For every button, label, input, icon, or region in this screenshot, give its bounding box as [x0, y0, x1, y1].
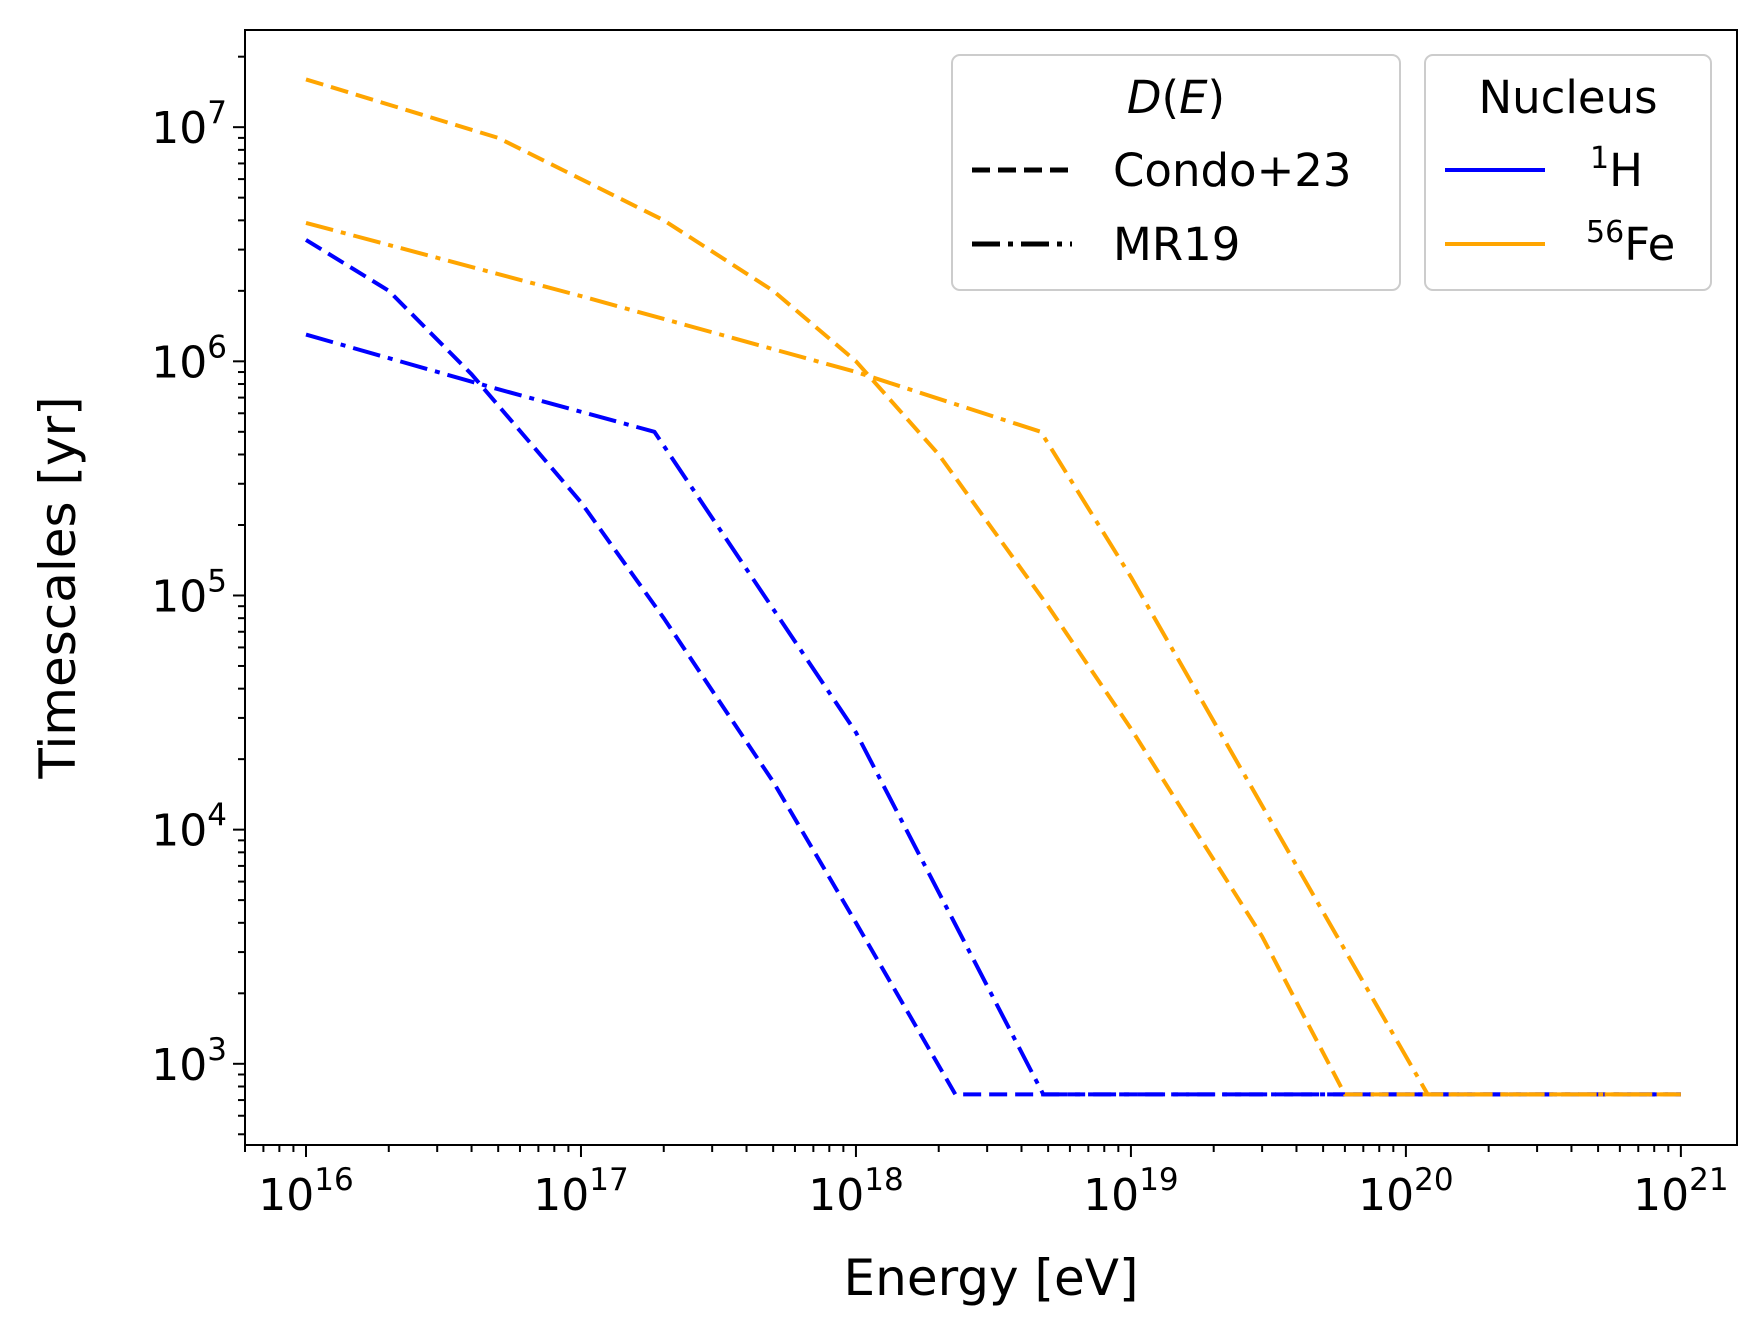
- legend-label-iron: 56Fe: [1586, 215, 1675, 271]
- y-tick-label: 105: [151, 563, 227, 622]
- x-tick-label: 1017: [533, 1162, 628, 1221]
- legend-box: [1424, 54, 1712, 291]
- legend-diffusion-model: D(E) Condo+23 MR19: [951, 54, 1401, 291]
- y-axis-label: Timescales [yr]: [29, 396, 87, 779]
- series-56fe-mr19: [305, 220, 1681, 1097]
- legend-label-hydrogen: 1H: [1590, 141, 1643, 197]
- legend-box: [951, 54, 1401, 291]
- x-tick-label: 1020: [1358, 1162, 1453, 1221]
- series-layer: [304, 77, 1681, 1097]
- plot-frame: [244, 29, 1738, 1146]
- x-tick-label: 1021: [1633, 1162, 1728, 1221]
- y-tick-label: 104: [151, 798, 227, 857]
- y-tick-label: 106: [151, 329, 227, 388]
- y-tick-label: 107: [151, 95, 227, 154]
- legend-nucleus: Nucleus 1H 56Fe: [1424, 54, 1712, 291]
- legend-title: D(E): [1127, 71, 1225, 124]
- legend-label-mr19: MR19: [1113, 218, 1240, 271]
- y-tick-label: 103: [151, 1032, 227, 1091]
- series-56fe-condo23: [305, 77, 1681, 1097]
- legend-title: Nucleus: [1478, 71, 1657, 124]
- axes-layer: 1016 1017 1018 1019 1020 1021 103 104 105 106 107: [151, 55, 1729, 1221]
- x-tick-label: 1016: [258, 1162, 353, 1221]
- legend-label-condo23: Condo+23: [1113, 144, 1352, 197]
- x-axis-label: Energy [eV]: [844, 1249, 1139, 1307]
- x-tick-label: 1019: [1083, 1162, 1178, 1221]
- x-tick-label: 1018: [808, 1162, 903, 1221]
